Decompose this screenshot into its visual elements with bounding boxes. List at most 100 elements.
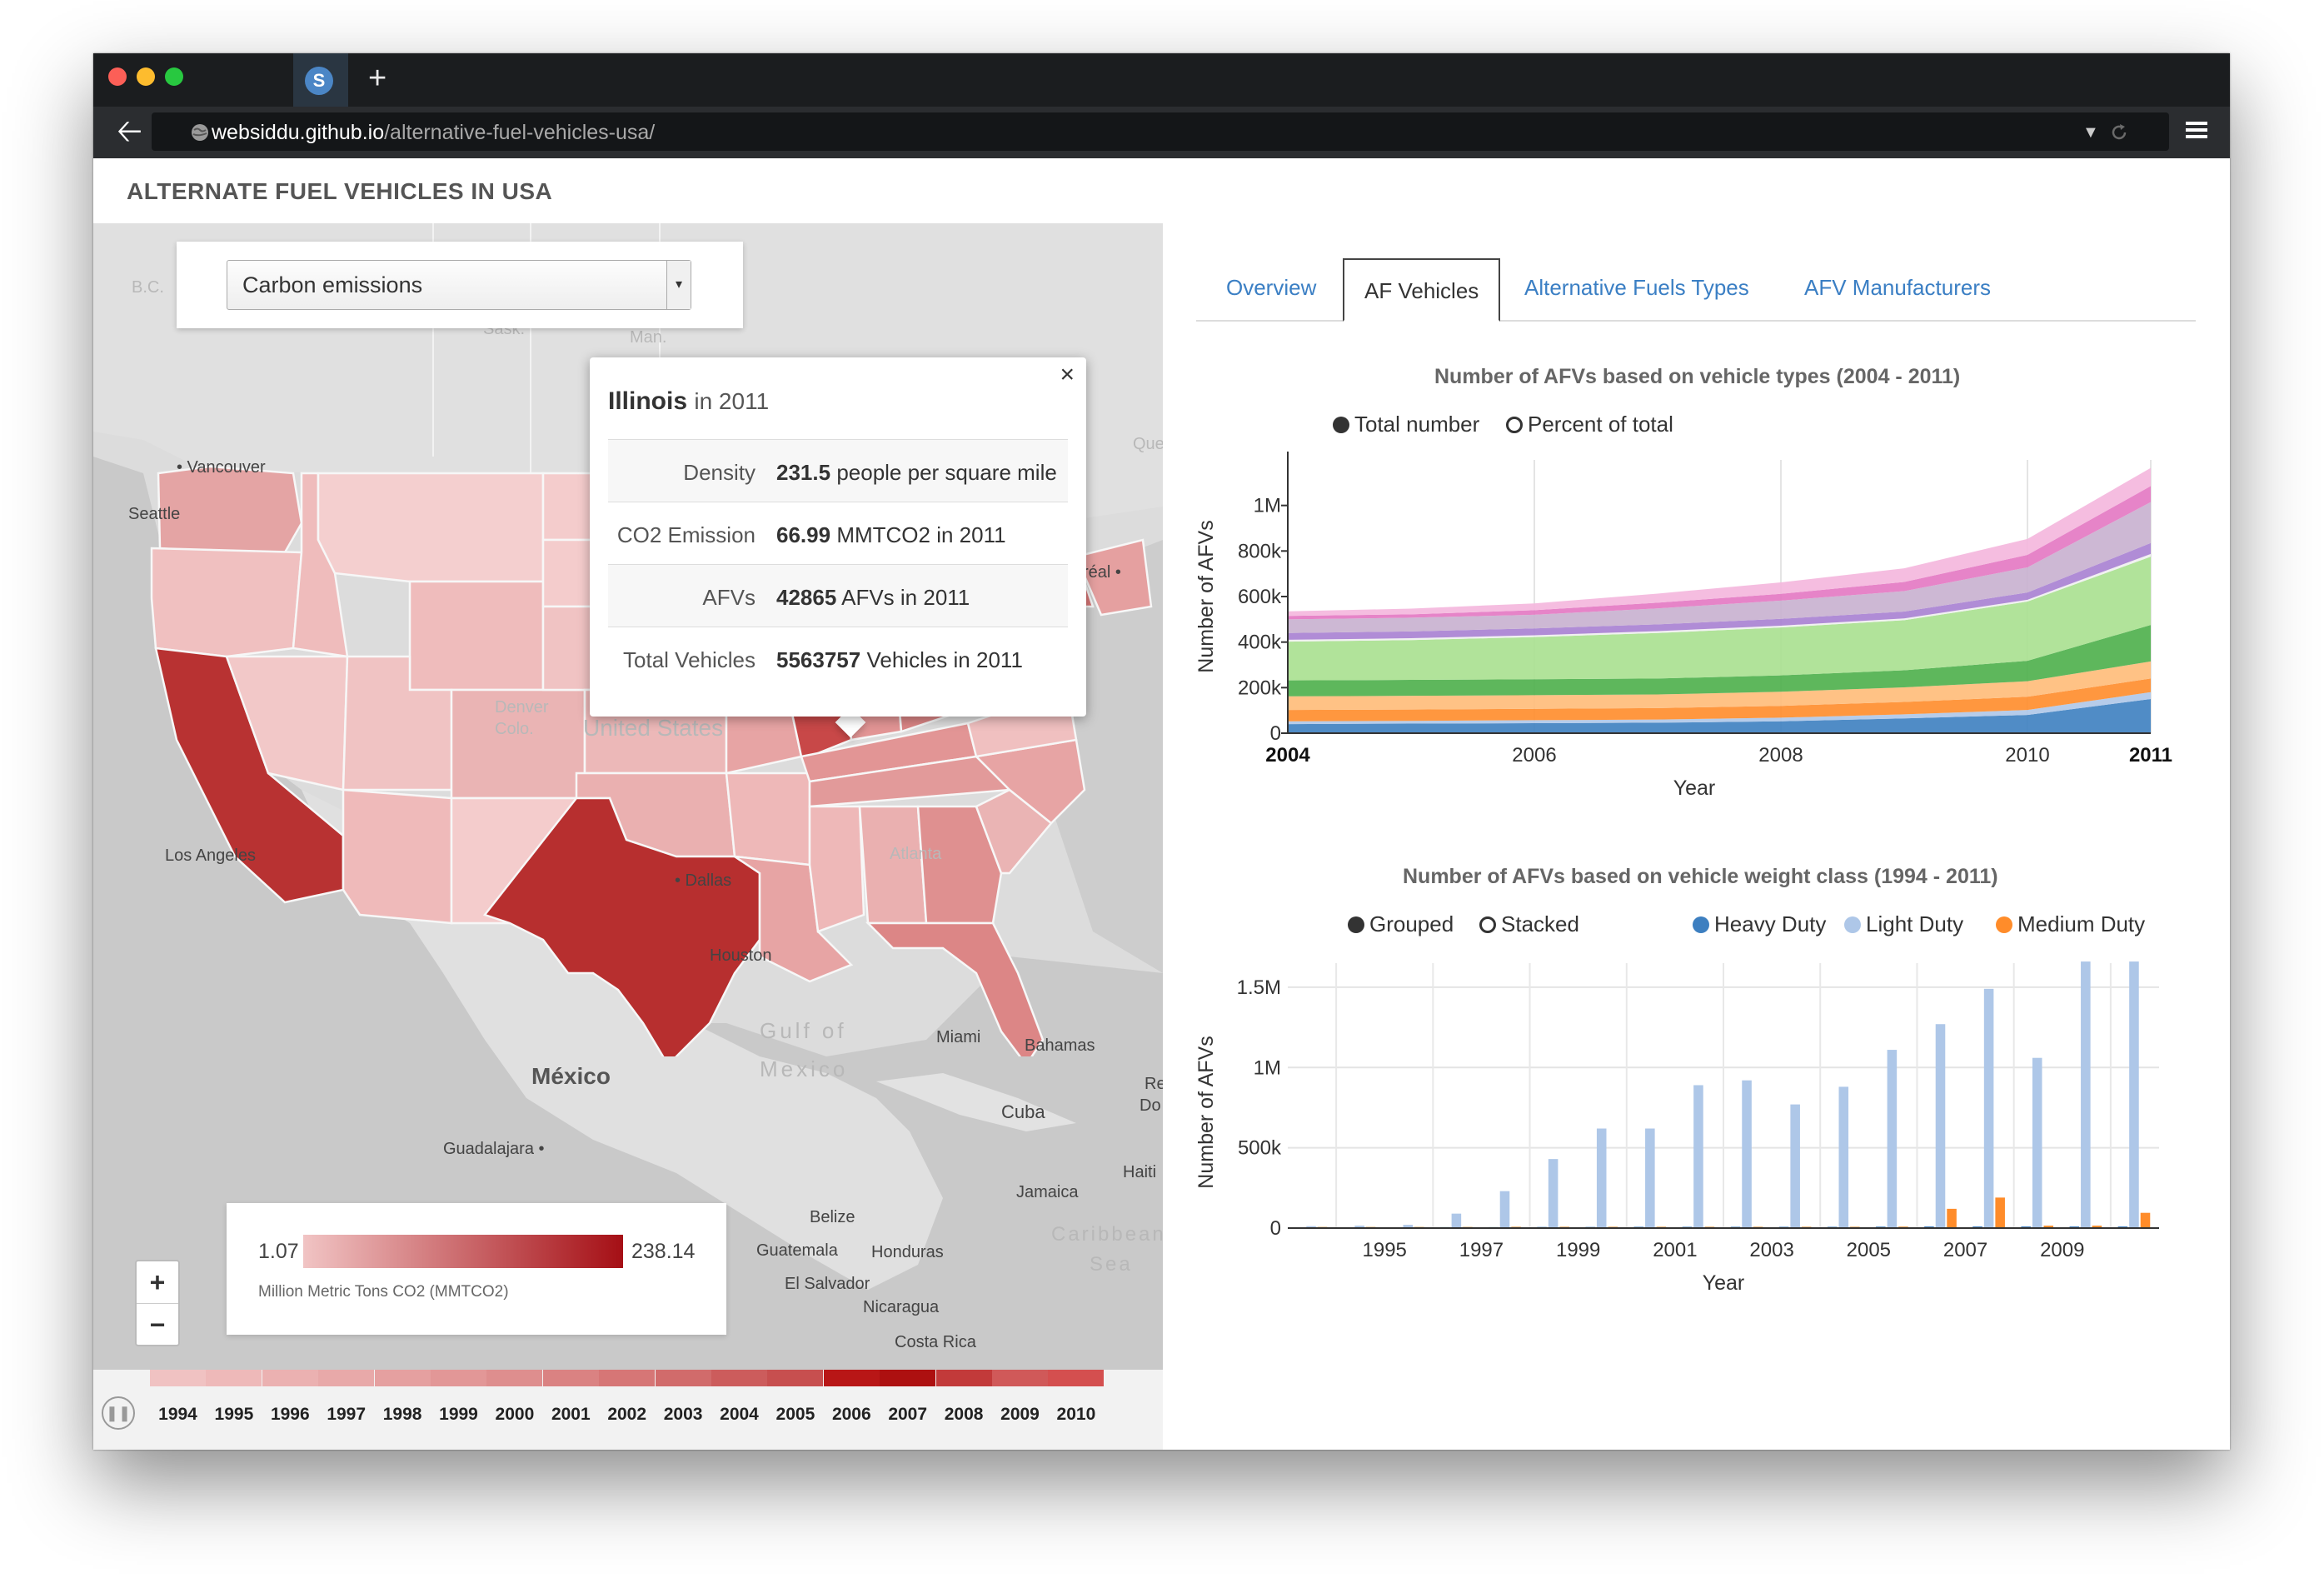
timeline-year-1996[interactable]: 1996 [262,1370,318,1450]
y-tick-label: 0 [1270,1217,1281,1240]
y-tick-label: 400k [1238,632,1282,654]
close-icon[interactable]: × [1060,361,1075,388]
timeline-year-bar [823,1370,880,1386]
timeline-year-2008[interactable]: 2008 [935,1370,992,1450]
zoom-in-button[interactable]: + [137,1261,178,1304]
x-tick-label: 2005 [1847,1239,1891,1261]
bar-medium-duty [2043,1226,2054,1228]
map-label-caribbean-sea: Sea [1090,1253,1133,1276]
legend-unit: Million Metric Tons CO2 (MMTCO2) [258,1283,509,1301]
pause-icon[interactable]: ❚❚ [102,1396,135,1430]
address-bar[interactable]: websiddu.github.io/alternative-fuel-vehi… [152,112,2169,151]
timeline-year-bar [374,1370,431,1386]
zoom-out-button[interactable]: − [149,1310,166,1340]
bar-light-duty [2032,1057,2042,1228]
x-tick-label: 2008 [1758,744,1803,767]
legend-medium-duty[interactable]: Medium Duty [1996,911,2145,937]
state-new-england[interactable] [1075,538,1153,617]
timeline-year-1999[interactable]: 1999 [431,1370,486,1450]
timeline-year-label: 2010 [1056,1405,1096,1424]
x-tick-label: 2003 [1749,1239,1793,1261]
bar-light-duty [1596,1128,1607,1228]
bar-medium-duty [2092,1226,2102,1228]
timeline-year-2005[interactable]: 2005 [767,1370,824,1450]
state-texas[interactable] [482,796,761,1056]
timeline-year-label: 2009 [1000,1405,1040,1424]
new-tab-button[interactable]: + [368,61,387,96]
map-label-vancouver: • Vancouver [177,458,266,477]
panel-tabs: Overview AF Vehicles Alternative Fuels T… [1196,258,2196,322]
state-south-carolina[interactable] [975,788,1053,875]
radio-percent-of-total[interactable]: Percent of total [1506,412,1673,437]
state-florida[interactable] [865,921,1045,1056]
close-window-button[interactable] [108,67,127,86]
timeline-year-label: 2004 [720,1405,759,1424]
back-arrow-icon[interactable]: 🡠 [117,114,142,149]
chevron-down-icon[interactable]: ▾ [666,261,691,309]
timeline-year-1995[interactable]: 1995 [206,1370,262,1450]
map-label-haiti: Haiti [1123,1163,1157,1181]
popup-row: Density 231.5 people per square mile [608,439,1068,502]
y-tick-label: 1M [1254,495,1281,517]
state-arizona[interactable] [342,788,453,925]
tab-afv-manufacturers[interactable]: AFV Manufacturers [1804,275,1991,300]
legend-light-duty[interactable]: Light Duty [1844,911,1963,937]
popup-key: CO2 Emission [616,522,756,547]
chart2-title: Number of AFVs based on vehicle weight c… [1403,865,1998,888]
tab-overview[interactable]: Overview [1226,275,1317,300]
area-series-1 [1288,692,2151,725]
browser-tab[interactable]: S [293,53,348,107]
map-label-belize: Belize [810,1208,855,1226]
state-mississippi[interactable] [808,805,865,933]
timeline-year-2001[interactable]: 2001 [542,1370,599,1450]
y-tick-label: 800k [1238,540,1282,562]
bar-light-duty [2129,961,2139,1228]
legend-swatch [1996,916,2012,933]
legend-swatch [1693,916,1709,933]
timeline-year-2006[interactable]: 2006 [823,1370,880,1450]
bar-medium-duty [1995,1197,2005,1228]
bar-light-duty [1935,1024,1946,1228]
state-arkansas[interactable] [725,772,811,866]
timeline-year-1994[interactable]: 1994 [150,1370,206,1450]
minimize-window-button[interactable] [137,67,155,86]
tab-af-vehicles[interactable]: AF Vehicles [1343,258,1501,322]
radio-grouped[interactable]: Grouped [1348,911,1454,937]
layer-select[interactable]: Carbon emissions ▾ [227,260,691,310]
legend-heavy-duty[interactable]: Heavy Duty [1693,911,1826,937]
timeline-year-label: 2002 [607,1405,647,1424]
timeline-year-bar [206,1370,262,1386]
popup-unit: MMTCO2 in 2011 [836,522,1006,547]
maximize-window-button[interactable] [165,67,183,86]
timeline-year-2009[interactable]: 2009 [992,1370,1048,1450]
state-wyoming[interactable] [408,580,545,692]
reload-icon[interactable] [2109,122,2129,142]
x-tick-label: 2001 [1653,1239,1697,1261]
url-dropdown-icon[interactable]: ▼ [2082,123,2099,142]
choropleth-map[interactable]: B.C. Sask. Man. • Vancouver Seattle réal… [93,223,1163,1450]
bar-light-duty [1403,1225,1414,1228]
state-oregon[interactable] [150,547,303,658]
popup-value: 66.99 MMTCO2 in 2011 [776,522,1006,548]
state-montana[interactable] [317,472,545,583]
timeline-year-2007[interactable]: 2007 [880,1370,936,1450]
timeline-year-2010[interactable]: 2010 [1048,1370,1105,1450]
radio-total-number[interactable]: Total number [1333,412,1479,437]
hamburger-menu-icon[interactable] [2176,112,2217,150]
timeline-year-1997[interactable]: 1997 [318,1370,375,1450]
page-title: ALTERNATE FUEL VEHICLES IN USA [127,178,553,204]
timeline-year-2004[interactable]: 2004 [711,1370,767,1450]
tab-alternative-fuels-types[interactable]: Alternative Fuels Types [1524,275,1749,300]
timeline-year-2002[interactable]: 2002 [599,1370,656,1450]
timeline-year-2003[interactable]: 2003 [655,1370,711,1450]
timeline-year-1998[interactable]: 1998 [374,1370,431,1450]
state-alabama[interactable] [858,805,928,925]
timeline-year-2000[interactable]: 2000 [486,1370,543,1450]
state-georgia[interactable] [916,805,1003,925]
popup-title: Illinois in 2011 [608,387,769,416]
browser-navbar: 🡠 websiddu.github.io/alternative-fuel-ve… [93,107,2230,158]
popup-value: 5563757 Vehicles in 2011 [776,647,1023,673]
y-tick-label: 0 [1270,722,1281,745]
radio-stacked[interactable]: Stacked [1479,911,1579,937]
legend-min: 1.07 [258,1240,299,1263]
